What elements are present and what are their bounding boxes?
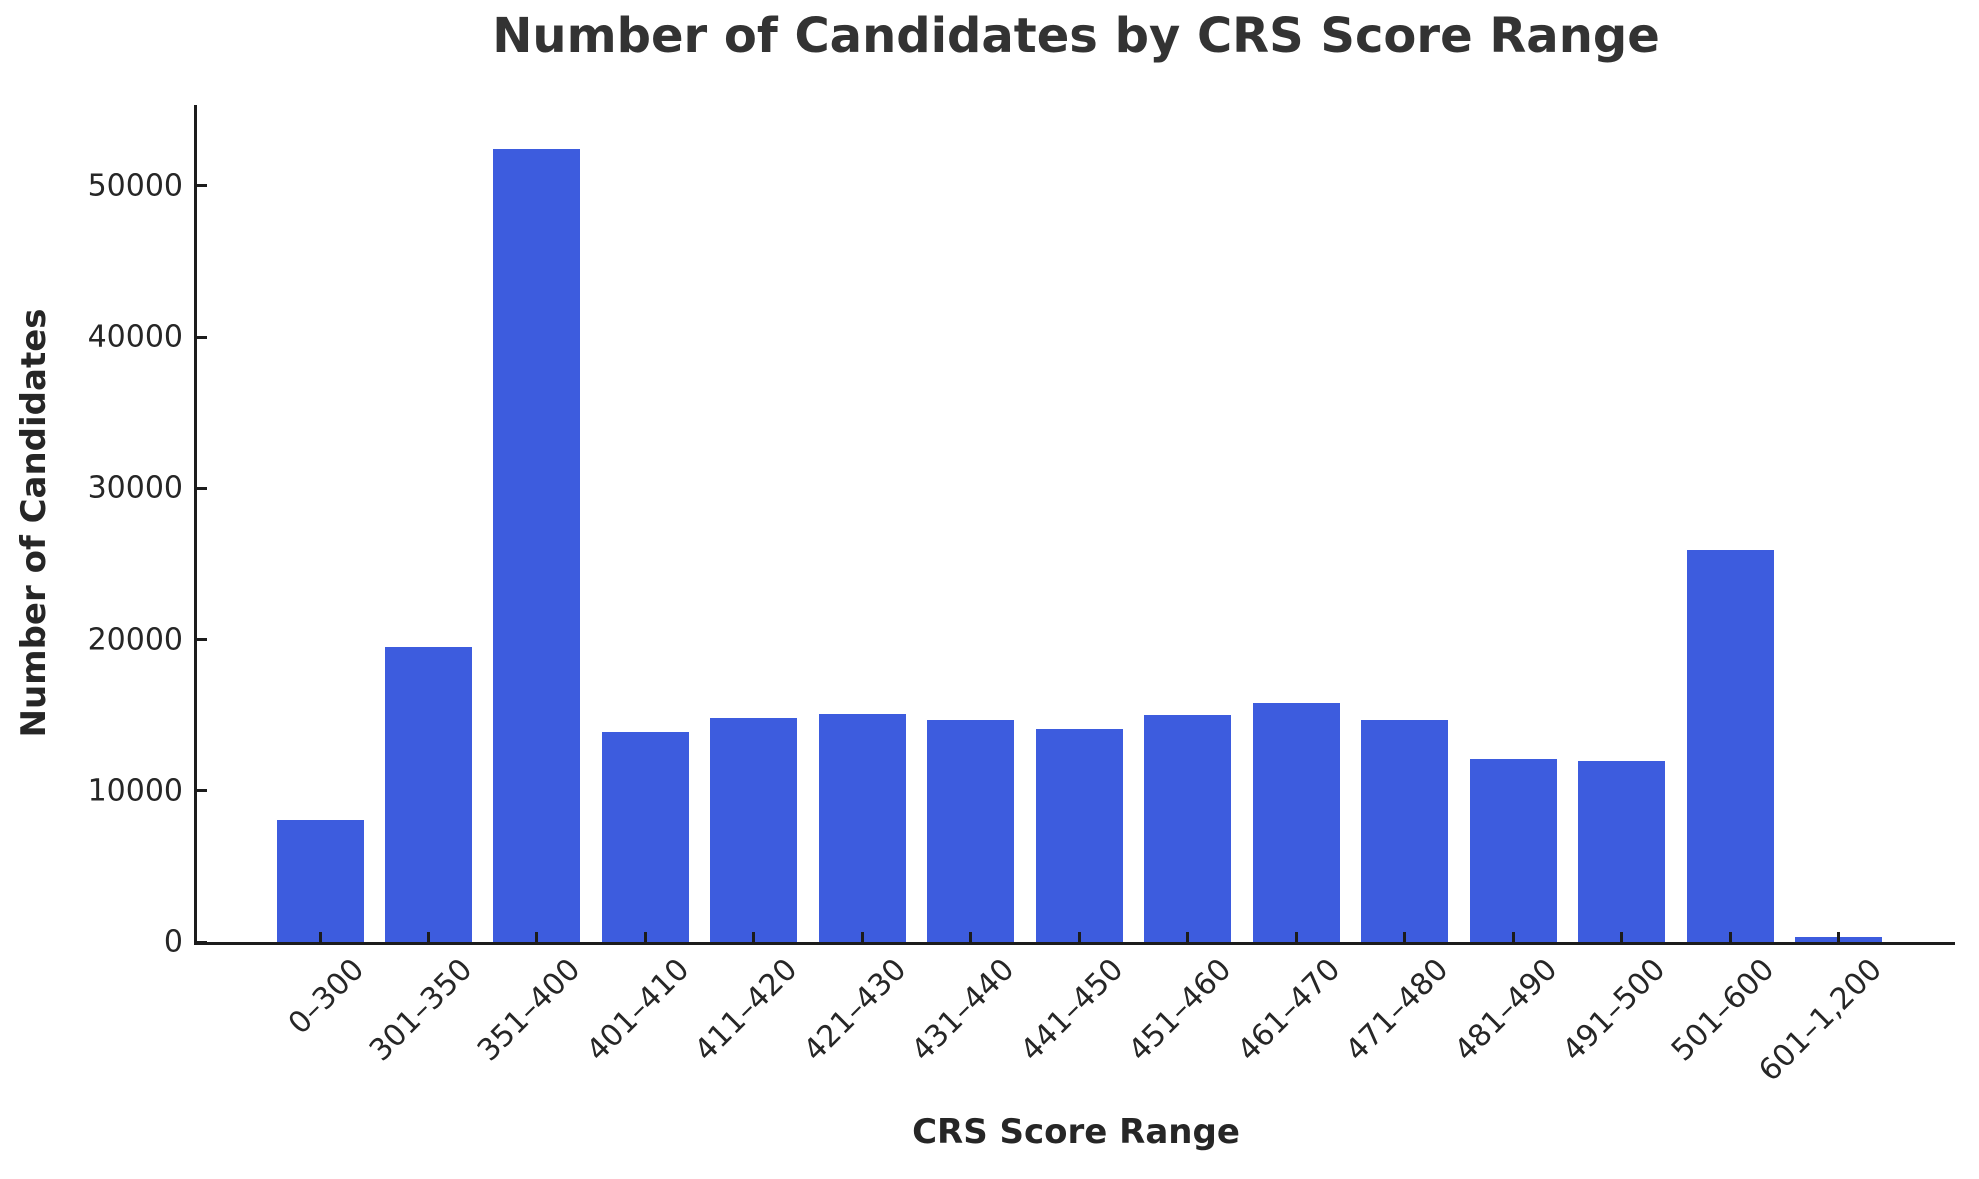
x-tick-mark [643, 932, 647, 942]
x-tick-label: 351–400 [471, 952, 588, 1069]
y-tick-label: 50000 [87, 168, 183, 204]
y-axis-title: Number of Candidates [14, 308, 54, 738]
x-tick-label: 441–450 [1013, 952, 1131, 1069]
x-tick-mark [1294, 932, 1298, 942]
y-tick-label: 40000 [87, 319, 183, 355]
x-axis-title: CRS Score Range [912, 1112, 1240, 1152]
bar-431–440 [927, 719, 1015, 942]
y-tick-mark [197, 638, 207, 641]
x-tick-mark [752, 932, 756, 942]
x-tick-mark [1077, 932, 1081, 942]
x-tick-label: 471–480 [1339, 952, 1456, 1069]
y-tick-label: 20000 [87, 622, 183, 657]
bar-461–470 [1252, 703, 1340, 942]
x-tick-label: 481–490 [1447, 952, 1564, 1069]
bar-471–480 [1361, 719, 1449, 942]
x-tick-mark [860, 932, 864, 942]
bar-481–490 [1469, 759, 1557, 942]
bar-411–420 [710, 718, 798, 942]
x-tick-mark [969, 932, 973, 942]
bar-421–430 [818, 713, 906, 942]
bar-491–500 [1578, 760, 1666, 942]
chart-title: Number of Candidates by CRS Score Range [492, 8, 1660, 64]
y-tick-mark [197, 184, 207, 188]
y-axis-spine [194, 105, 197, 945]
x-tick-mark [1620, 932, 1624, 942]
y-tick-label: 0 [163, 924, 183, 960]
x-tick-mark [535, 932, 539, 942]
y-tick-mark [197, 940, 207, 944]
bar-0–300 [276, 819, 364, 942]
y-tick-mark [197, 789, 207, 793]
x-tick-mark [318, 932, 322, 942]
bar-501–600 [1686, 550, 1774, 942]
x-tick-mark [426, 932, 430, 942]
x-tick-mark [1837, 932, 1841, 942]
x-axis-spine [194, 942, 1955, 945]
y-tick-label: 10000 [87, 773, 183, 809]
x-tick-label: 411–420 [688, 952, 805, 1069]
plot-area [194, 105, 1955, 945]
x-tick-label: 461–470 [1230, 952, 1347, 1069]
y-tick-mark [197, 486, 207, 490]
x-tick-mark [1728, 932, 1732, 942]
bar-351–400 [493, 149, 581, 942]
x-tick-label: 431–440 [905, 952, 1022, 1069]
y-tick-label: 30000 [87, 470, 183, 506]
x-tick-label: 0–300 [281, 952, 371, 1042]
y-tick-mark [197, 335, 207, 339]
x-tick-label: 491–500 [1556, 952, 1673, 1069]
bar-441–450 [1035, 728, 1123, 942]
x-tick-label: 451–460 [1122, 952, 1239, 1069]
bar-301–350 [384, 647, 472, 942]
bar-451–460 [1144, 715, 1232, 942]
x-tick-mark [1511, 932, 1515, 942]
x-tick-mark [1403, 932, 1407, 942]
x-tick-mark [1186, 932, 1190, 942]
bar-401–410 [601, 731, 689, 942]
x-tick-label: 401–410 [579, 952, 697, 1069]
x-tick-label: 421–430 [796, 952, 914, 1069]
x-tick-label: 301–350 [362, 952, 480, 1069]
